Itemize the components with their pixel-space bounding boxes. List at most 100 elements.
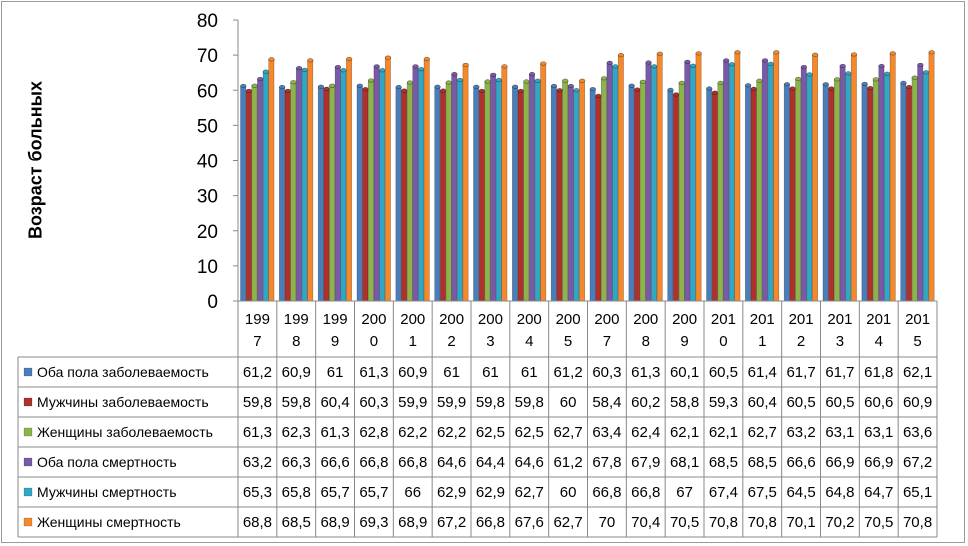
data-label: 60,5 — [786, 394, 815, 411]
bar — [418, 68, 425, 302]
data-label: 60,4 — [748, 394, 777, 411]
bar — [728, 63, 735, 302]
data-label: 62,9 — [476, 484, 505, 501]
bar-cap — [406, 80, 414, 85]
x-tick-label: 200 — [556, 311, 581, 328]
bar-cap — [418, 67, 425, 72]
bar — [878, 65, 885, 302]
data-label: 61 — [521, 364, 538, 381]
data-label: 60 — [560, 394, 577, 411]
data-label: 65,1 — [903, 484, 932, 501]
x-tick-label: 3 — [836, 333, 844, 350]
bar-cap — [795, 76, 802, 82]
bar-cap — [340, 68, 347, 73]
data-label: 60,4 — [320, 394, 349, 411]
bar-cap — [822, 82, 829, 87]
bar — [889, 53, 896, 302]
bar — [284, 90, 291, 302]
bar — [695, 53, 702, 302]
bar-cap — [639, 79, 647, 84]
bar-cap — [373, 64, 380, 69]
bar-cap — [761, 58, 769, 63]
bar — [562, 80, 569, 302]
bar — [656, 53, 663, 302]
bar — [850, 54, 857, 302]
bar-cap — [812, 52, 819, 57]
bar-cap — [911, 75, 918, 80]
bar — [795, 78, 802, 302]
data-label: 60,2 — [631, 394, 660, 411]
bar-cap — [828, 86, 835, 91]
y-tick-label: 40 — [197, 152, 218, 173]
bar — [523, 81, 530, 302]
data-label: 62,8 — [359, 424, 388, 441]
data-label: 64,8 — [825, 484, 854, 501]
data-label: 60,1 — [670, 364, 699, 381]
data-label: 67 — [676, 484, 693, 501]
data-label: 60,3 — [592, 364, 621, 381]
x-tick-label: 200 — [594, 311, 619, 328]
data-label: 62,2 — [398, 424, 427, 441]
bar-cap — [756, 78, 763, 83]
bar-cap — [523, 79, 530, 84]
bar-cap — [783, 82, 791, 87]
bar-cap — [279, 84, 286, 90]
bar — [773, 52, 780, 302]
bar — [262, 71, 269, 302]
data-label: 67,2 — [903, 454, 932, 471]
bar-cap — [451, 71, 458, 77]
x-tick-label: 200 — [361, 311, 386, 328]
data-label: 70,4 — [631, 514, 660, 531]
data-label: 61 — [327, 364, 344, 381]
bar-cap — [589, 87, 596, 92]
bar — [384, 57, 391, 302]
bar — [822, 83, 829, 302]
bar-cap — [612, 64, 619, 69]
data-label: 59,9 — [437, 394, 466, 411]
bar — [717, 82, 724, 302]
data-label: 61,7 — [825, 364, 854, 381]
data-label: 62,1 — [709, 424, 738, 441]
bar — [767, 63, 774, 302]
data-label: 66,3 — [282, 454, 311, 471]
bar-cap — [595, 93, 602, 98]
x-tick-label: 201 — [866, 311, 891, 328]
bar-cap — [440, 88, 447, 93]
data-label: 70,8 — [903, 514, 932, 531]
bar — [440, 90, 446, 302]
bar — [833, 79, 840, 302]
bar-cap — [251, 83, 258, 88]
data-label: 60 — [560, 484, 577, 501]
bar-cap — [628, 83, 635, 88]
legend-label: Женщины смертность — [37, 514, 181, 530]
bar — [595, 95, 602, 302]
bar — [240, 85, 247, 302]
bar-cap — [434, 84, 441, 89]
bar-cap — [651, 64, 658, 69]
bar — [329, 85, 336, 302]
data-label: 67,4 — [709, 484, 738, 501]
bar-cap — [484, 79, 491, 84]
bar — [501, 66, 508, 302]
bar-cap — [906, 84, 913, 90]
data-label: 63,4 — [592, 424, 621, 441]
data-label: 64,7 — [864, 484, 893, 501]
data-label: 70,5 — [670, 514, 699, 531]
data-label: 64,4 — [476, 454, 505, 471]
bar-cap — [540, 61, 547, 66]
x-tick-label: 200 — [517, 311, 542, 328]
bar-cap — [928, 50, 935, 55]
bar — [639, 81, 646, 302]
legend-swatch — [23, 517, 33, 527]
bar — [295, 67, 302, 302]
x-tick-label: 201 — [789, 311, 814, 328]
legend-label: Женщины заболеваемость — [37, 424, 213, 440]
bar — [750, 88, 757, 302]
bar — [606, 62, 613, 302]
data-label: 66,8 — [476, 514, 505, 531]
bar-cap — [384, 55, 392, 60]
data-label: 62,3 — [282, 424, 311, 441]
data-label: 60,9 — [903, 394, 932, 411]
data-label: 61,3 — [243, 424, 272, 441]
